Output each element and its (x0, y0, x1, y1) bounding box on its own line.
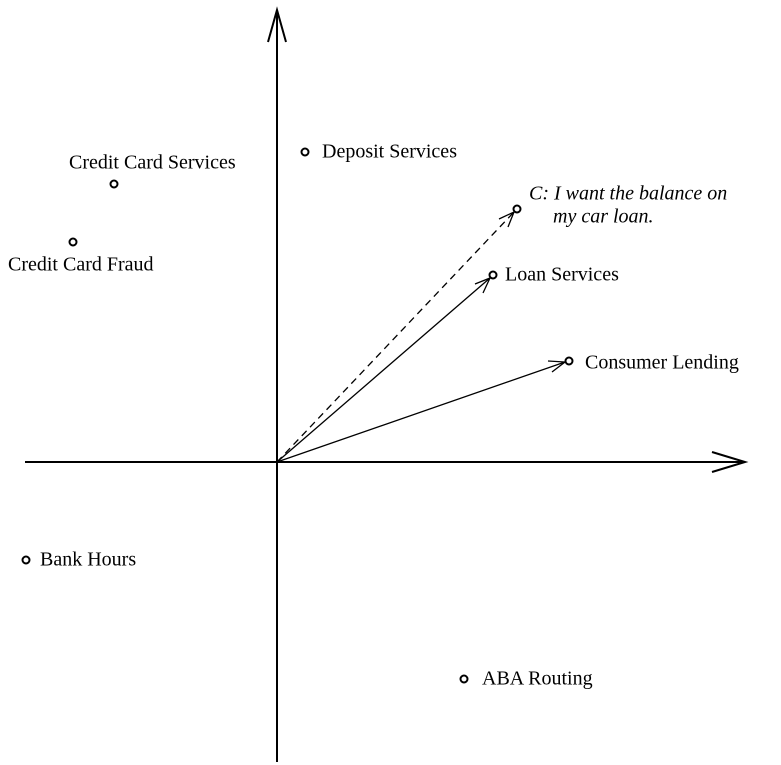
point (21, 555, 31, 565)
point (488, 270, 498, 280)
query-point (512, 204, 522, 214)
query-text: C: I want the balance on (529, 183, 727, 205)
point-label: Bank Hours (40, 549, 136, 571)
query-vector (276, 211, 515, 463)
point (68, 237, 78, 247)
point-label: Credit Card Services (69, 152, 236, 174)
axes (25, 6, 749, 762)
x-axis-arrowhead (711, 451, 749, 473)
point (109, 179, 119, 189)
point-label: Consumer Lending (585, 352, 739, 374)
point-label: Credit Card Fraud (8, 254, 154, 276)
point-label: Loan Services (505, 264, 619, 286)
point (459, 674, 469, 684)
vectors (276, 210, 567, 463)
point (300, 147, 310, 157)
points: Deposit Services Credit Card Services Cr… (8, 141, 739, 690)
y-axis-arrowhead (267, 6, 287, 43)
point-label: ABA Routing (482, 668, 593, 690)
query-text: my car loan. (553, 206, 654, 228)
point-label: Deposit Services (322, 141, 457, 163)
loan-vector (276, 277, 491, 463)
lending-vector (276, 361, 566, 463)
point (564, 356, 574, 366)
